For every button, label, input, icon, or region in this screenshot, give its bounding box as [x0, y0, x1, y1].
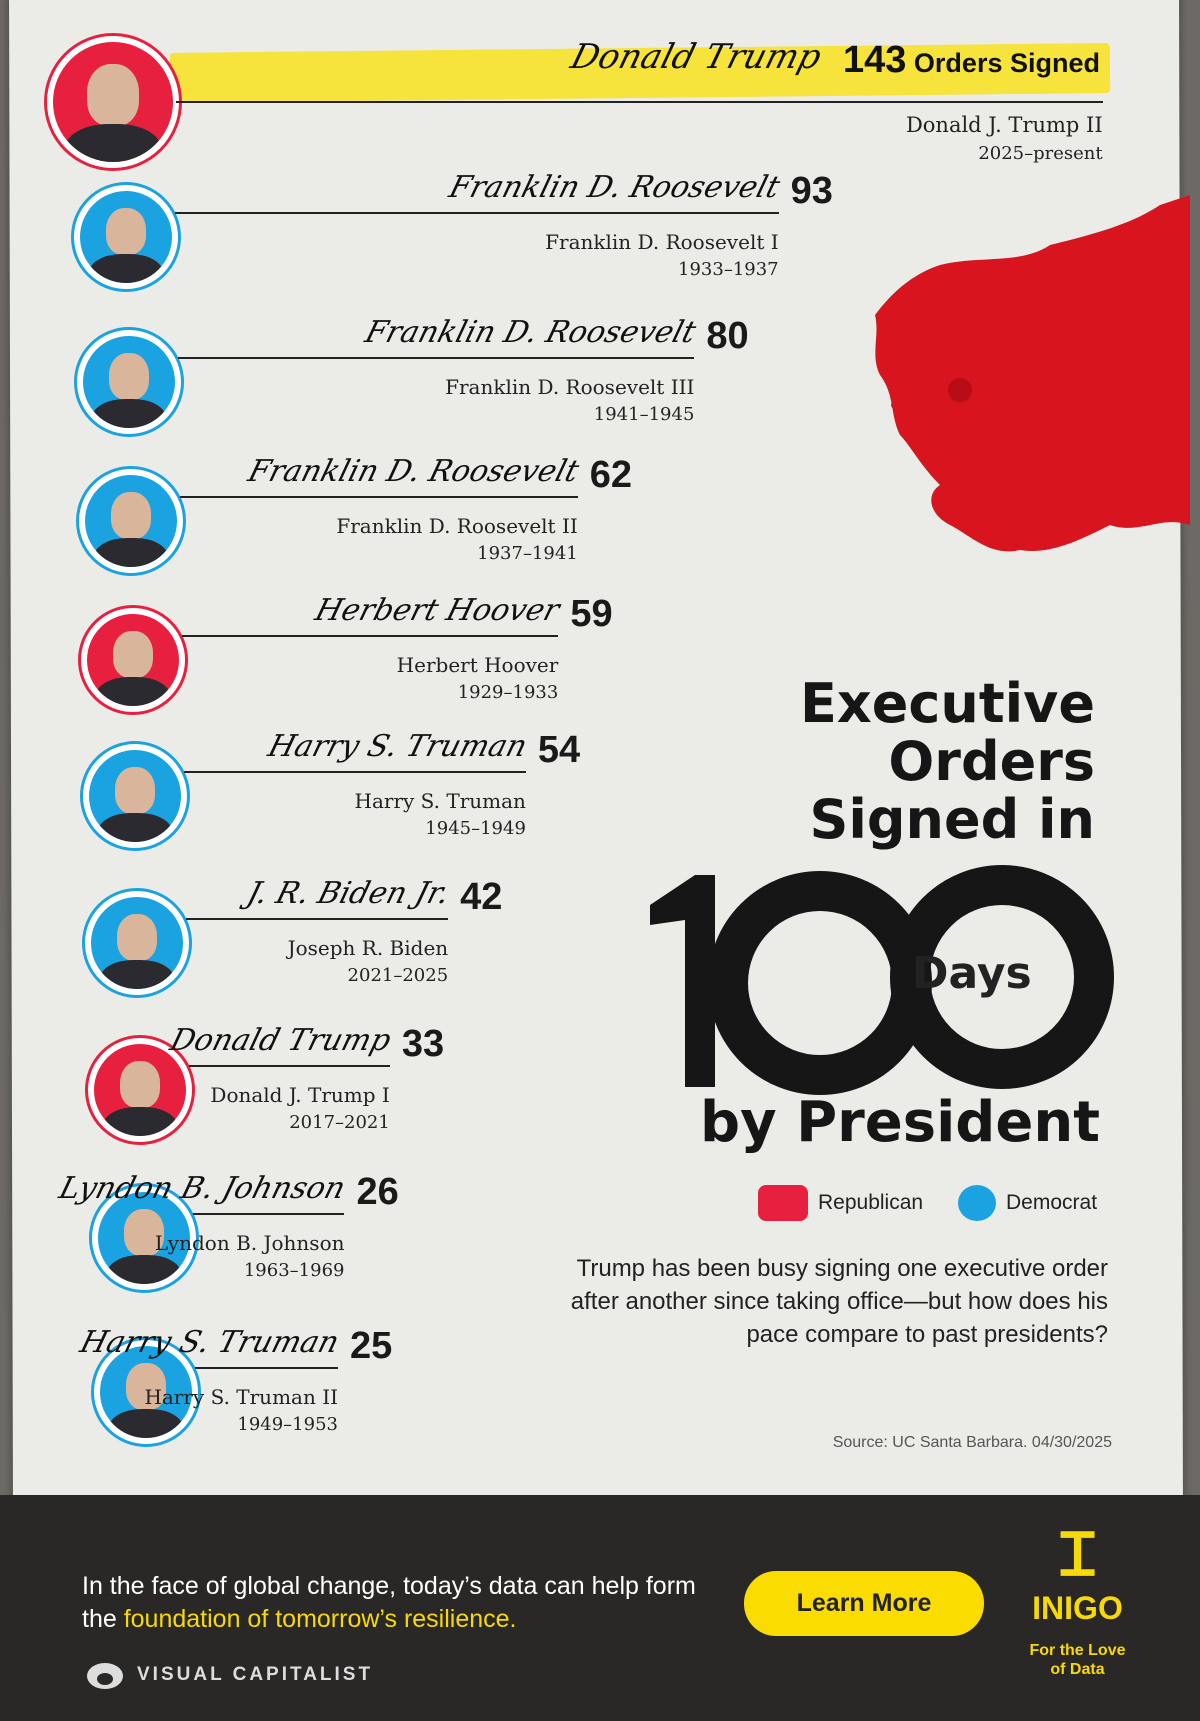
president-avatar: [80, 741, 190, 851]
signature: Donald Trump: [566, 37, 826, 77]
president-avatar: [85, 1035, 195, 1145]
signature: Donald Trump: [166, 1023, 395, 1058]
signature: J. R. Biden Jr.: [242, 876, 453, 911]
chart-title: Executive Orders Signed in: [800, 675, 1095, 849]
signature: Harry S. Truman: [76, 1325, 343, 1360]
bar-line: [175, 212, 779, 214]
president-name: Franklin D. Roosevelt I: [545, 230, 779, 254]
visual-capitalist-icon: [87, 1663, 123, 1689]
signature: Harry S. Truman: [264, 729, 531, 764]
bar-value-label: 62: [589, 454, 633, 496]
president-avatar: [74, 327, 184, 437]
bar-value-label: 54: [537, 729, 581, 771]
term-years: 1949–1953: [237, 1414, 338, 1435]
president-avatar: [44, 33, 182, 171]
president-avatar: [82, 888, 192, 998]
title-line-1: Executive: [800, 672, 1095, 735]
legend-label: Republican: [818, 1191, 924, 1214]
president-name: Franklin D. Roosevelt III: [445, 375, 695, 399]
bar-line: [178, 357, 695, 359]
bar-line: [193, 1213, 345, 1215]
legend-republican: Republican: [758, 1185, 923, 1221]
term-years: 1963–1969: [243, 1260, 345, 1281]
term-years: 1937–1941: [477, 543, 578, 564]
sponsor-name: INIGO: [1032, 1590, 1123, 1626]
signature: Herbert Hoover: [311, 593, 564, 628]
footer-text-white: In the face of global change, today’s da…: [82, 1572, 696, 1633]
president-avatar: [71, 182, 181, 292]
sponsor-tagline: For the Love of Data: [1029, 1642, 1126, 1678]
bar-line: [184, 771, 526, 773]
signature: Franklin D. Roosevelt: [445, 170, 784, 205]
big-digit-0: [708, 871, 932, 1095]
bar-line: [176, 101, 1103, 103]
republican-swatch-icon: [758, 1185, 808, 1221]
president-name: Franklin D. Roosevelt II: [336, 514, 578, 538]
legend-democrat: Democrat: [958, 1185, 1097, 1221]
signature: Franklin D. Roosevelt: [360, 315, 700, 350]
term-years: 2021–2025: [347, 965, 449, 986]
big-digit-0: [890, 865, 1114, 1089]
bar-value-label: 80: [706, 315, 749, 357]
by-president-label: by President: [700, 1090, 1100, 1155]
bar-value-label: 25: [350, 1325, 393, 1367]
description: Trump has been busy signing one executiv…: [570, 1255, 1108, 1348]
bar-value-label: 33: [401, 1023, 445, 1065]
bar-value-label: 143 Orders Signed: [843, 39, 1100, 81]
term-years: 1945–1949: [425, 818, 526, 839]
footer-banner: [0, 1495, 1200, 1721]
title-line-3: Signed in: [809, 788, 1095, 851]
days-label: Days: [912, 948, 1032, 999]
term-years: 2017–2021: [289, 1112, 390, 1133]
inigo-logo[interactable]: Ɪ INIGO For the Love of Data: [1020, 1520, 1135, 1679]
president-avatar: [76, 466, 186, 576]
term-years: 2025–present: [978, 143, 1103, 164]
title-line-2: Orders: [888, 730, 1095, 793]
democrat-swatch-icon: [958, 1185, 996, 1221]
term-years: 1941–1945: [593, 404, 695, 425]
big-100-graphic: [650, 865, 1114, 1095]
visual-capitalist-logo[interactable]: VISUAL CAPITALIST: [85, 1660, 373, 1690]
term-years: 1929–1933: [457, 682, 559, 703]
bar-value-label: 42: [460, 876, 503, 918]
term-years: 1933–1937: [678, 259, 779, 280]
president-name: Lyndon B. Johnson: [154, 1231, 345, 1255]
bar-line: [180, 496, 578, 498]
source-note: Source: UC Santa Barbara. 04/30/2025: [832, 1434, 1112, 1451]
president-name: Donald J. Trump II: [905, 113, 1103, 137]
footer-text-highlight: foundation of tomorrow’s resilience.: [123, 1605, 517, 1633]
bar-line: [182, 635, 559, 637]
president-name: Herbert Hoover: [396, 653, 559, 677]
learn-more-button[interactable]: Learn More: [744, 1571, 984, 1636]
president-avatar: [78, 605, 188, 715]
bar-line: [195, 1367, 338, 1369]
bar-value-label: 26: [356, 1171, 399, 1213]
bar-line: [186, 918, 449, 920]
bar-value-label: 59: [570, 593, 613, 635]
president-avatar: [89, 1183, 199, 1293]
ink-splash: [875, 195, 1190, 552]
inigo-icon: Ɪ: [1060, 1521, 1095, 1588]
president-name: Donald J. Trump I: [210, 1083, 390, 1107]
president-name: Joseph R. Biden: [287, 936, 449, 960]
president-name: Harry S. Truman II: [144, 1385, 338, 1409]
legend-label: Democrat: [1006, 1191, 1098, 1214]
bar-line: [189, 1065, 390, 1067]
brand-name: VISUAL CAPITALIST: [137, 1664, 374, 1685]
footer-text: In the face of global change, today’s da…: [82, 1570, 712, 1636]
president-avatar: [91, 1337, 201, 1447]
president-name: Harry S. Truman: [354, 789, 526, 813]
big-digit-1: [650, 875, 715, 1087]
bar-value-label: 93: [790, 170, 833, 212]
signature: Lyndon B. Johnson: [55, 1171, 350, 1206]
signature: Franklin D. Roosevelt: [244, 454, 583, 489]
